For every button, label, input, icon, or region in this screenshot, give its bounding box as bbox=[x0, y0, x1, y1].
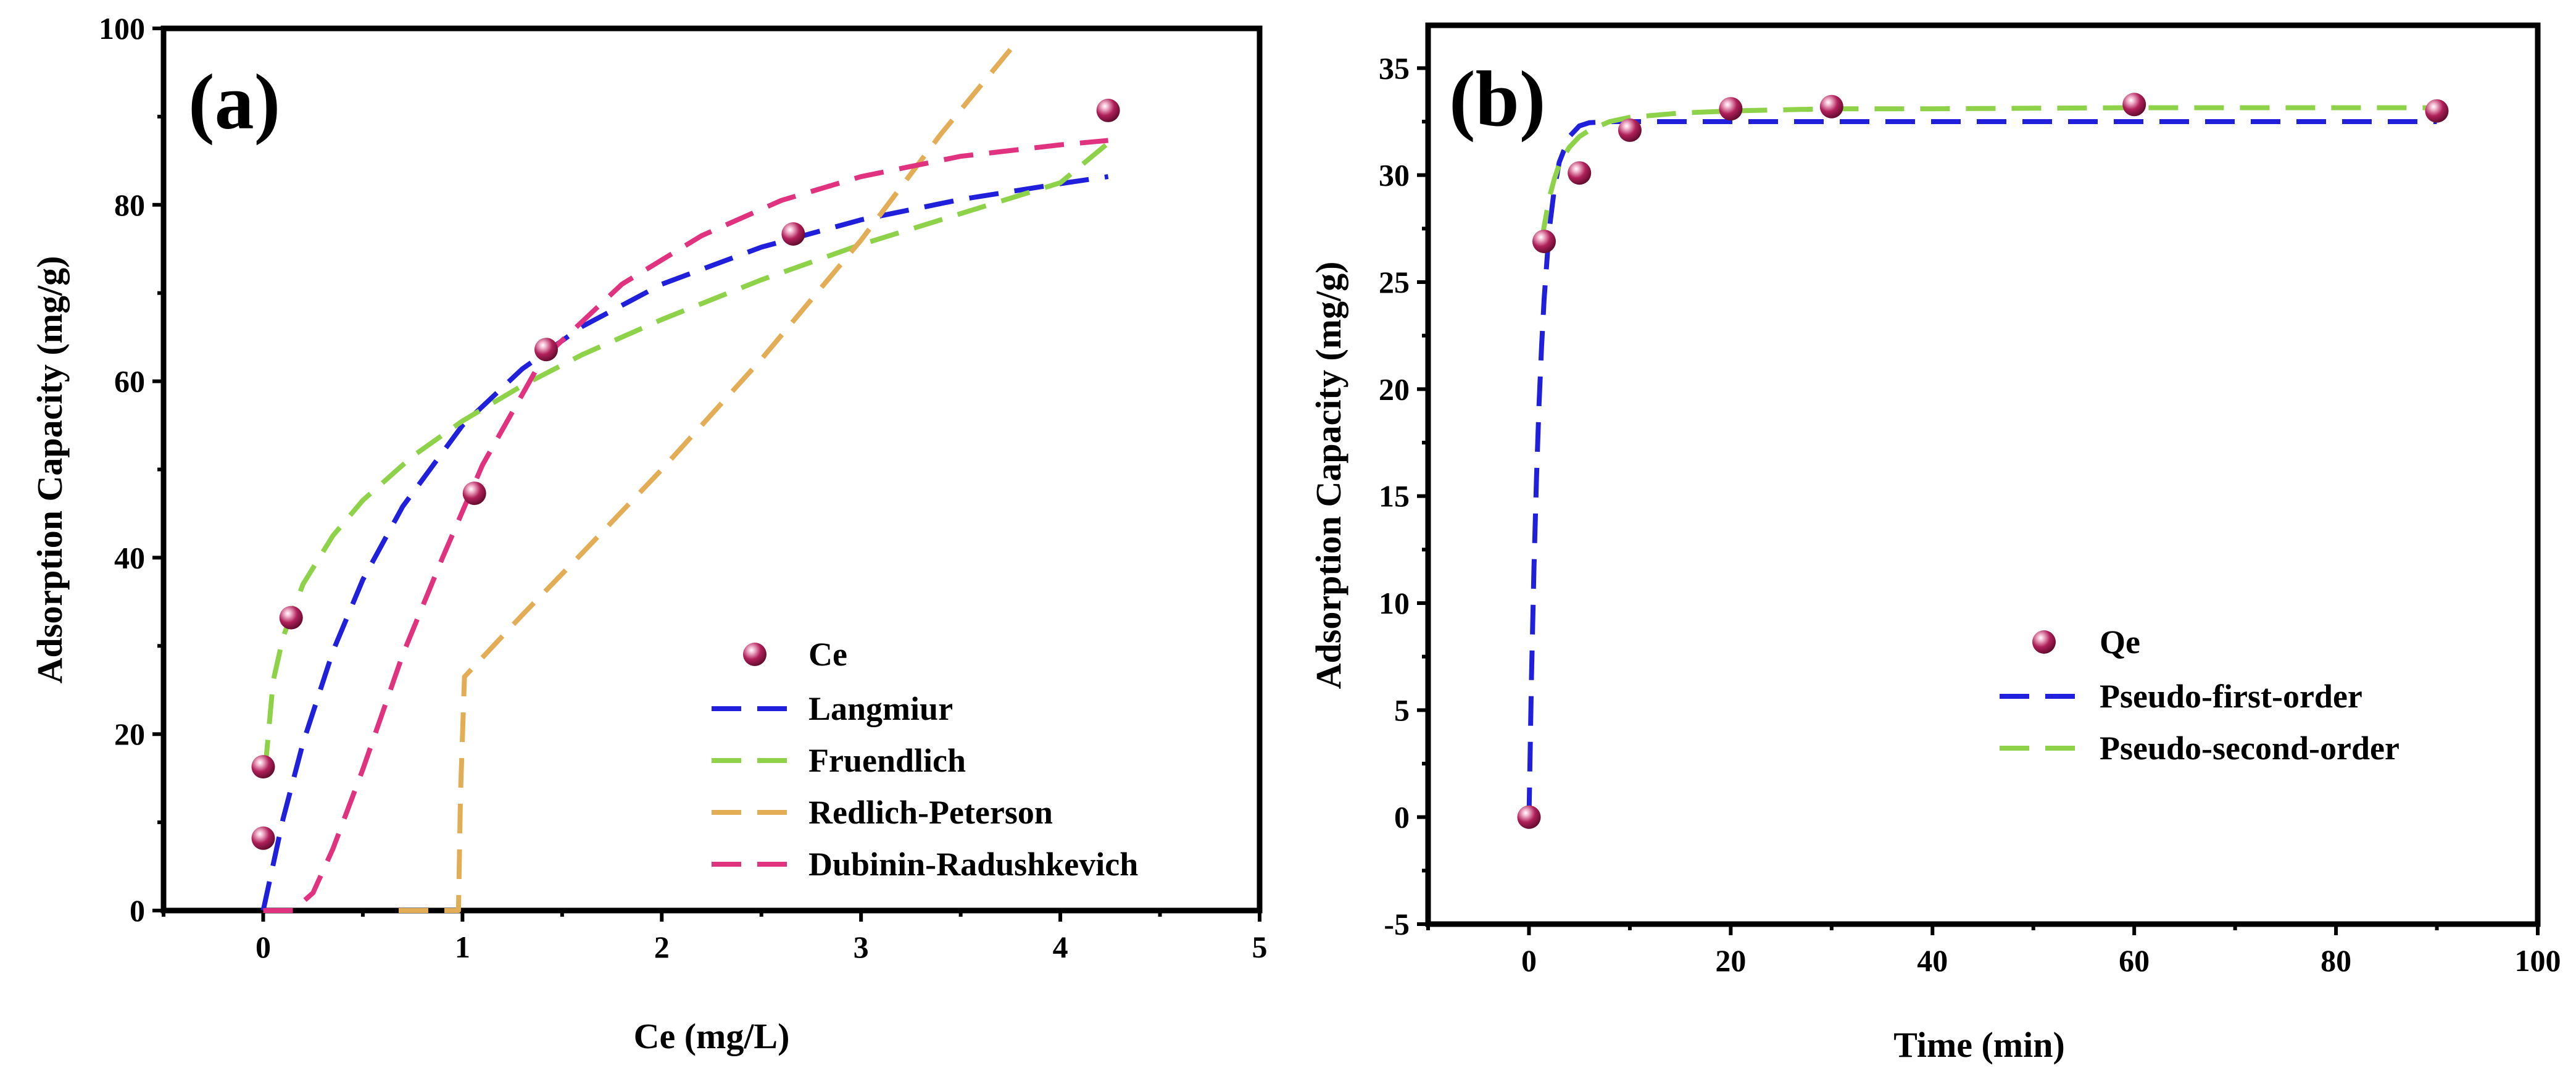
panel-a-x-tick-labels: 0 1 2 3 4 5 bbox=[256, 930, 1268, 964]
panel-b-series-pseudo-first-order bbox=[1526, 119, 2437, 817]
panel-a-series-fruendlich bbox=[262, 141, 1110, 770]
panel-b-data-point bbox=[2425, 99, 2449, 123]
legend-label-qe: Qe bbox=[2100, 623, 2140, 661]
panel-a-plot-frame bbox=[160, 25, 1263, 914]
panel-a-series-dubinin-radushkevich bbox=[263, 138, 1108, 913]
legend-marker-ce bbox=[743, 643, 767, 666]
panel-a-legend: Ce Langmiur Fruendlich Redlich-Peterson … bbox=[712, 636, 1138, 883]
panel-a-y-tick-labels: 0 20 40 60 80 100 bbox=[99, 11, 145, 928]
panel-b-y-tick-label: 5 bbox=[1394, 693, 1410, 727]
panel-b-x-tick-labels: 0 20 40 60 80 100 bbox=[1521, 943, 2561, 978]
panel-a-y-tick-label: 80 bbox=[114, 188, 145, 222]
panel-a-data-point bbox=[462, 482, 486, 506]
panel-a-x-tick-label: 3 bbox=[854, 930, 869, 964]
panel-a-y-tick-label: 0 bbox=[130, 893, 145, 928]
panel-b-x-tick-label: 0 bbox=[1521, 943, 1537, 978]
panel-b-y-tick-label: 0 bbox=[1394, 800, 1410, 835]
panel-b-x-tick-label: 40 bbox=[1917, 943, 1948, 978]
panel-b-x-tick-label: 100 bbox=[2515, 943, 2561, 978]
panel-a-x-axis-title: Ce (mg/L) bbox=[634, 1016, 790, 1056]
legend-label-pseudo-second-order: Pseudo-second-order bbox=[2100, 730, 2399, 767]
panel-b-data-point bbox=[1719, 97, 1743, 121]
panel-a-x-tick-label: 5 bbox=[1252, 930, 1268, 964]
panel-b-data-point bbox=[1618, 118, 1642, 142]
panel-b-kinetics-chart: 0 20 40 60 80 100 -5 0 5 10 15 20 25 30 35 (b) Time (… bbox=[1308, 22, 2561, 1065]
panel-b-y-axis-title: Adsorption Capacity (mg/g) bbox=[1308, 262, 1348, 690]
panel-b-y-tick-label: 35 bbox=[1379, 51, 1410, 85]
panel-a-x-tick-label: 1 bbox=[455, 930, 470, 964]
panel-b-data-point bbox=[1532, 230, 1556, 254]
panel-b-x-tick-label: 60 bbox=[2119, 943, 2150, 978]
panel-b-y-tick-label: 20 bbox=[1379, 372, 1410, 406]
panel-b-fit-curves bbox=[1526, 105, 2437, 817]
panel-b-x-tick-label: 20 bbox=[1715, 943, 1746, 978]
panel-b-x-tick-label: 80 bbox=[2320, 943, 2351, 978]
panel-b-y-tick-labels: -5 0 5 10 15 20 25 30 35 bbox=[1379, 51, 1410, 941]
panel-b-plot-frame bbox=[1425, 22, 2541, 927]
panel-b-series-pseudo-second-order bbox=[1539, 105, 2437, 240]
panel-b-y-tick-label: 10 bbox=[1379, 586, 1410, 620]
panel-a-y-tick-label: 60 bbox=[114, 364, 145, 399]
panel-a-isotherm-chart: 0 1 2 3 4 5 0 20 40 60 80 100 (a) Ce (mg/L) Adsorp… bbox=[30, 11, 1268, 1056]
panel-b-data-point bbox=[1819, 94, 1843, 119]
legend-label-redlich-peterson: Redlich-Peterson bbox=[808, 794, 1053, 831]
panel-a-y-tick-label: 20 bbox=[114, 717, 145, 751]
panel-b-ticks bbox=[1417, 66, 2540, 935]
panel-a-data-point bbox=[781, 222, 805, 246]
panel-b-y-tick-label: -5 bbox=[1384, 907, 1410, 941]
panel-b-y-tick-label: 15 bbox=[1379, 479, 1410, 514]
legend-label-langmiur: Langmiur bbox=[808, 690, 953, 727]
panel-a-fit-curves bbox=[260, 35, 1110, 913]
panel-a-x-tick-label: 2 bbox=[654, 930, 670, 964]
panel-a-data-points bbox=[251, 98, 1120, 850]
panel-a-series-langmiur bbox=[260, 174, 1109, 911]
legend-marker-qe bbox=[2032, 630, 2056, 654]
panel-a-data-point bbox=[251, 826, 275, 850]
legend-label-dubinin-radushkevich: Dubinin-Radushkevich bbox=[808, 846, 1138, 883]
panel-a-y-axis-title: Adsorption Capacity (mg/g) bbox=[30, 256, 70, 684]
panel-a-x-tick-label: 4 bbox=[1053, 930, 1068, 964]
panel-a-data-point bbox=[1096, 98, 1120, 122]
legend-label-pseudo-first-order: Pseudo-first-order bbox=[2100, 678, 2362, 715]
panel-a-data-point bbox=[279, 606, 303, 630]
panel-a-series-redlich-peterson bbox=[399, 35, 1023, 913]
legend-label-ce: Ce bbox=[808, 636, 847, 673]
panel-a-y-tick-label: 100 bbox=[99, 11, 145, 46]
panel-a-ticks bbox=[152, 27, 1261, 922]
panel-b-y-tick-label: 25 bbox=[1379, 265, 1410, 299]
panel-a-x-tick-label: 0 bbox=[256, 930, 271, 964]
panel-b-data-point bbox=[1568, 161, 1592, 185]
panel-b-data-point bbox=[1517, 805, 1541, 829]
panel-b-data-point bbox=[2122, 93, 2146, 117]
panel-a-data-point bbox=[534, 338, 558, 362]
panel-b-legend: Qe Pseudo-first-order Pseudo-second-orde… bbox=[2000, 623, 2399, 767]
panel-a-label: (a) bbox=[188, 58, 280, 146]
panel-b-y-tick-label: 30 bbox=[1379, 158, 1410, 193]
panel-a-data-point bbox=[251, 755, 275, 779]
panel-b-data-points bbox=[1517, 93, 2449, 829]
panel-b-label: (b) bbox=[1449, 55, 1545, 143]
legend-label-fruendlich: Fruendlich bbox=[808, 742, 966, 779]
panel-a-y-tick-label: 40 bbox=[114, 540, 145, 575]
panel-b-x-axis-title: Time (min) bbox=[1893, 1025, 2065, 1065]
